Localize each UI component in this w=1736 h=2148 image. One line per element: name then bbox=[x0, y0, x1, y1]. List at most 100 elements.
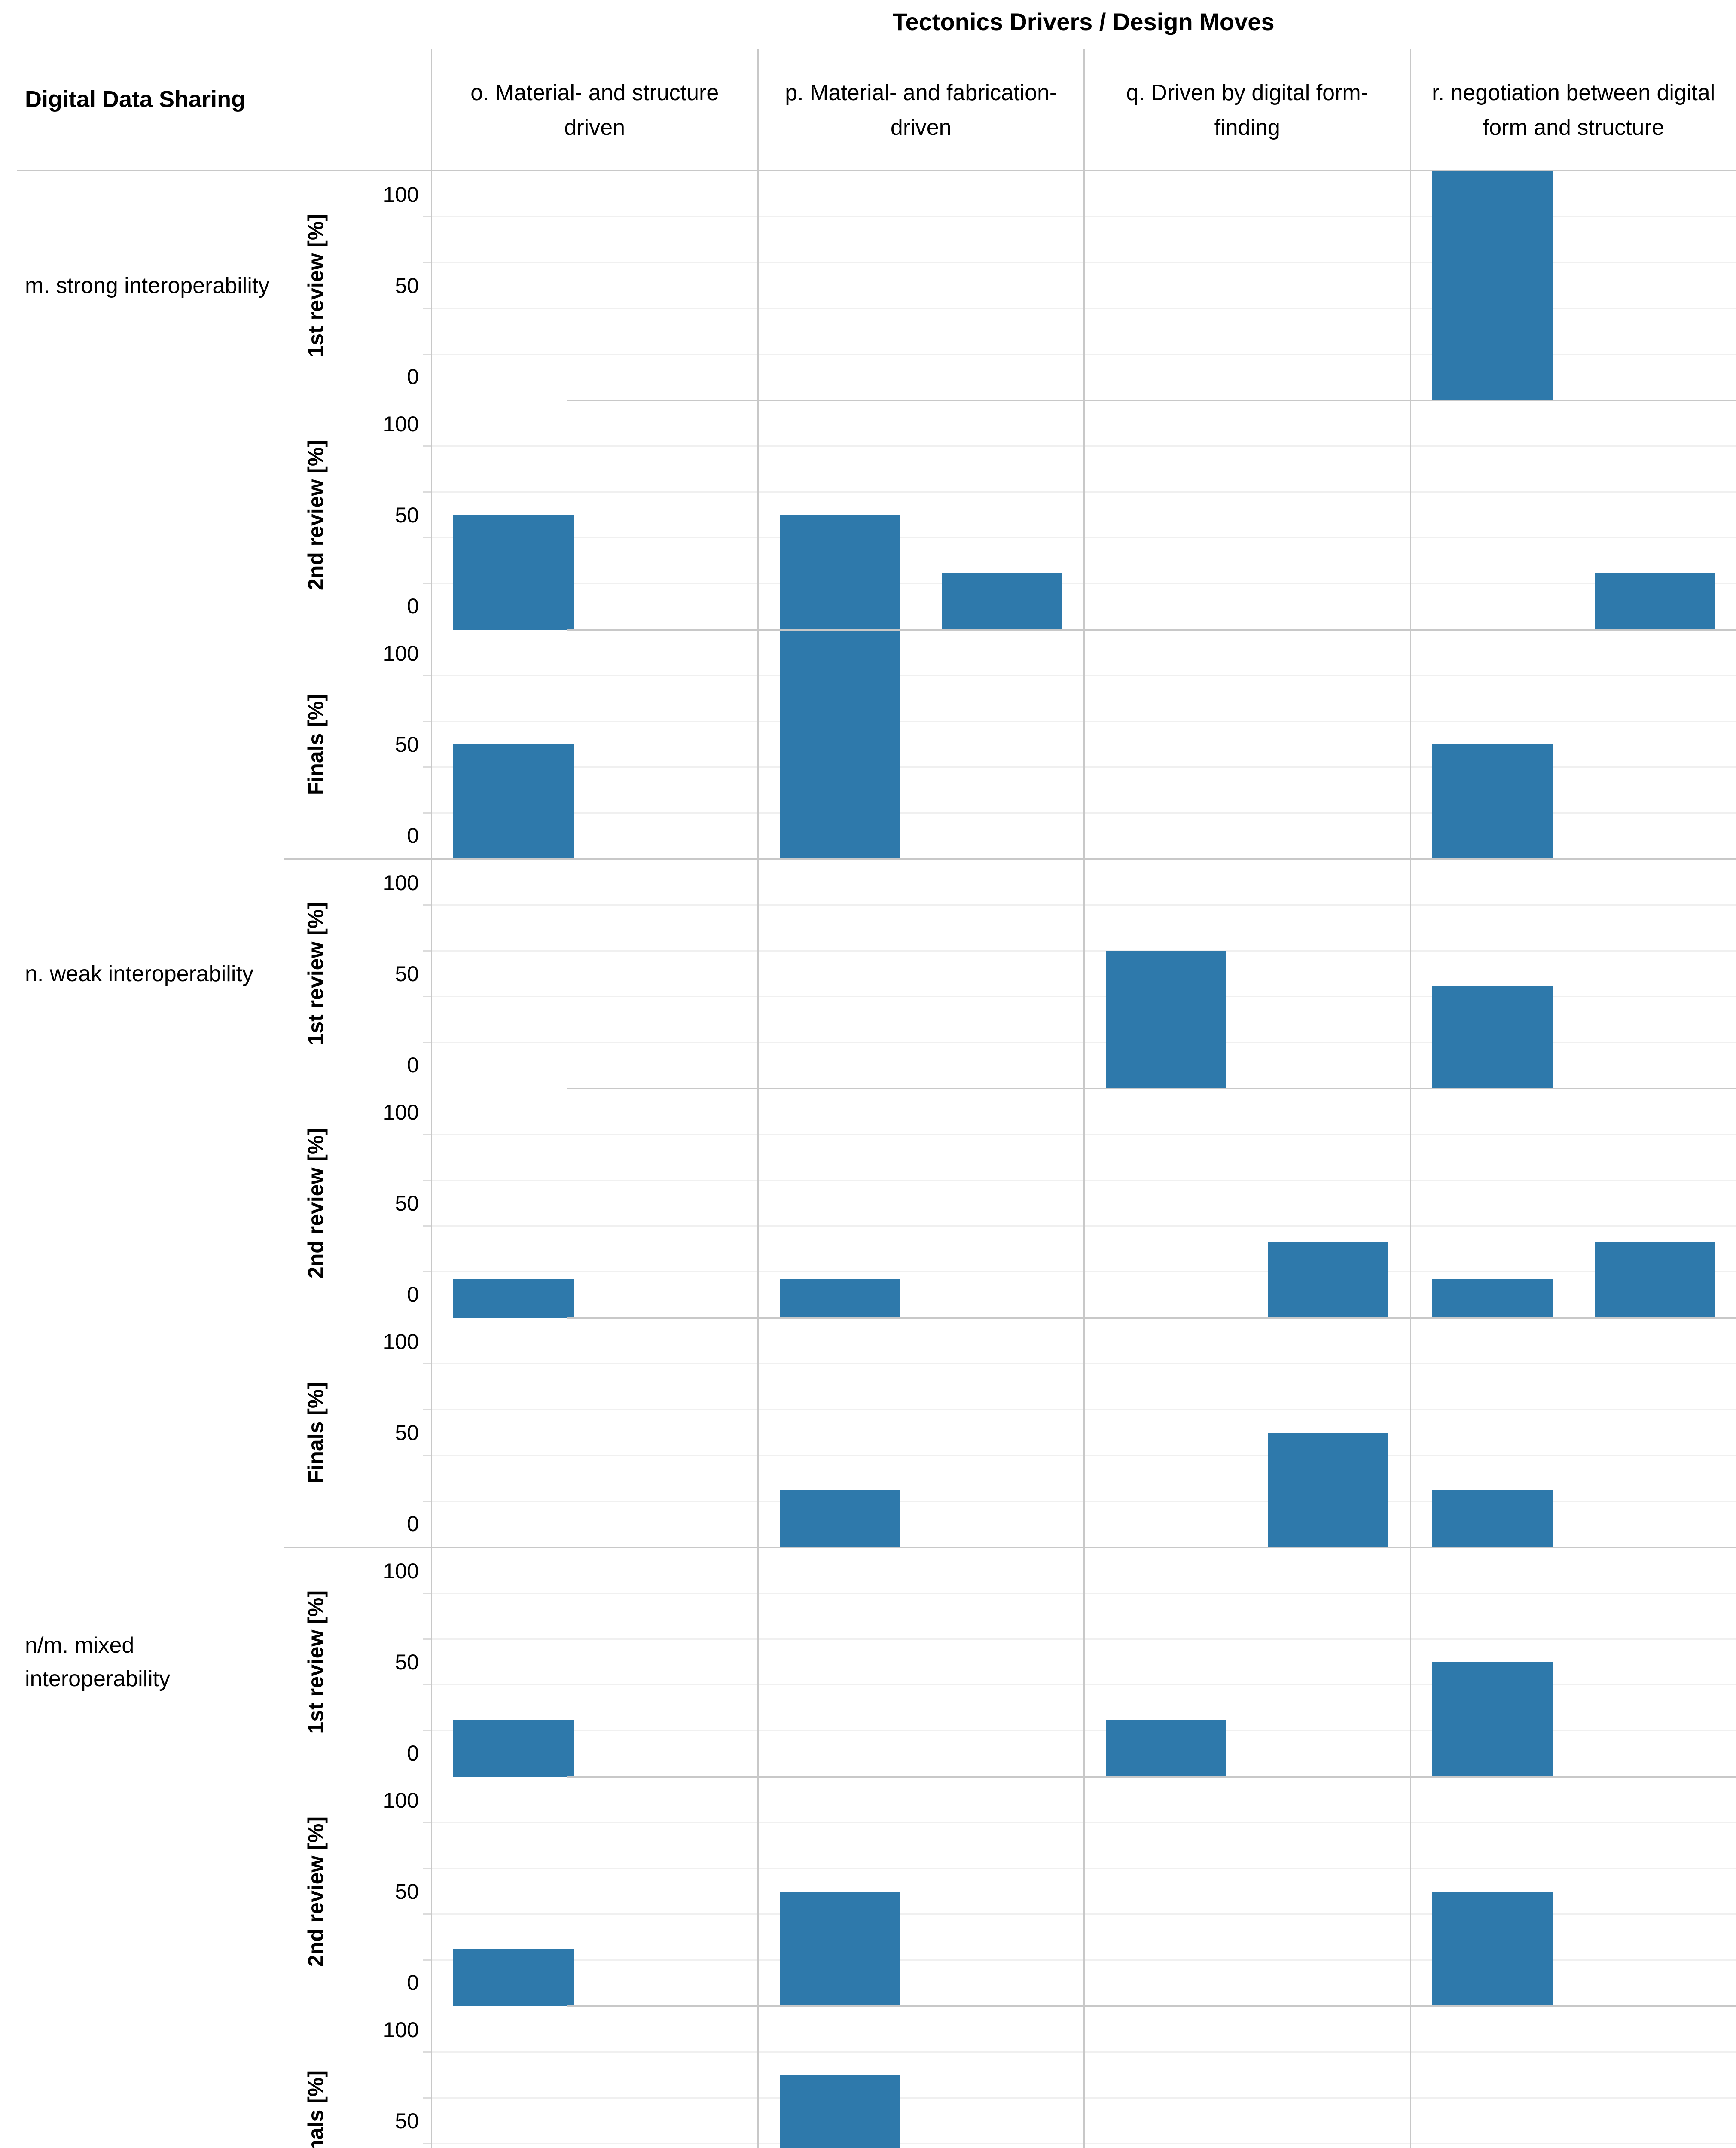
bar-radical-design-shifts[interactable] bbox=[1268, 1242, 1389, 1318]
gridline bbox=[1085, 583, 1410, 585]
facet-cell-o bbox=[431, 859, 757, 1089]
row-group-label-column: m. strong interoperability bbox=[0, 171, 284, 859]
facet-band: 2nd review [%] 100 50 0 bbox=[284, 1089, 1736, 1319]
gridline bbox=[758, 2051, 1083, 2053]
bar-small-increments[interactable] bbox=[1432, 985, 1553, 1089]
gridline bbox=[432, 262, 757, 263]
y-tick-label: 50 bbox=[395, 1880, 419, 1904]
y-axis-title-column: 1st review [%] bbox=[284, 171, 348, 400]
bar-radical-design-shifts[interactable] bbox=[1268, 1433, 1389, 1547]
gridline bbox=[758, 308, 1083, 309]
y-tick-mark bbox=[423, 996, 431, 998]
gridline bbox=[758, 491, 1083, 493]
y-tick-label: 50 bbox=[395, 2109, 419, 2133]
bar-small-increments[interactable] bbox=[779, 515, 900, 630]
facet-cell-q bbox=[1083, 2006, 1410, 2148]
y-tick-label: 0 bbox=[407, 1512, 419, 1536]
gridline bbox=[1085, 720, 1410, 722]
y-axis-title: 1st review [%] bbox=[304, 1590, 328, 1734]
bar-small-increments[interactable] bbox=[1432, 171, 1553, 400]
bar-small-increments[interactable] bbox=[453, 1719, 574, 1777]
gridline bbox=[1411, 720, 1736, 722]
bar-small-increments[interactable] bbox=[453, 1279, 574, 1318]
gridline bbox=[432, 1730, 757, 1732]
bar-small-increments[interactable] bbox=[453, 515, 574, 630]
bar-small-increments[interactable] bbox=[779, 1490, 900, 1547]
gridline bbox=[1411, 1271, 1736, 1273]
gridline bbox=[1411, 1913, 1736, 1915]
gridline bbox=[1411, 950, 1736, 952]
bar-radical-design-shifts[interactable] bbox=[942, 572, 1062, 630]
header: Digital Data Sharing Tectonics Drivers /… bbox=[0, 0, 1736, 171]
y-axis-title: 2nd review [%] bbox=[304, 1128, 328, 1279]
bar-small-increments[interactable] bbox=[1432, 744, 1553, 859]
chart-title: Tectonics Drivers / Design Moves bbox=[892, 8, 1275, 35]
gridline bbox=[758, 537, 1083, 539]
bar-small-increments[interactable] bbox=[779, 630, 900, 859]
header-right: Tectonics Drivers / Design Moves o. Mate… bbox=[431, 0, 1736, 171]
gridline bbox=[432, 1684, 757, 1686]
gridline bbox=[1411, 1638, 1736, 1640]
facet-cells bbox=[431, 1777, 1736, 2006]
bar-small-increments[interactable] bbox=[1432, 1662, 1553, 1777]
gridline bbox=[1411, 1363, 1736, 1364]
bar-radical-design-shifts[interactable] bbox=[1594, 572, 1715, 630]
row-dimension-title: Digital Data Sharing bbox=[25, 86, 246, 112]
gridline bbox=[1411, 216, 1736, 217]
row-group: m. strong interoperability 1st review [%]… bbox=[0, 171, 1736, 860]
gridline bbox=[432, 1959, 757, 1961]
y-tick-label: 0 bbox=[407, 824, 419, 848]
y-axis-title: Finals [%] bbox=[304, 1382, 328, 1484]
gridline bbox=[758, 1822, 1083, 1823]
gridline bbox=[1411, 674, 1736, 676]
gridline bbox=[758, 766, 1083, 768]
y-axis-title: Finals [%] bbox=[304, 693, 328, 796]
gridline bbox=[1085, 1409, 1410, 1410]
bar-radical-design-shifts[interactable] bbox=[1594, 1242, 1715, 1318]
facet-cells bbox=[431, 400, 1736, 630]
bar-small-increments[interactable] bbox=[1106, 1719, 1226, 1777]
y-tick-mark bbox=[423, 1455, 431, 1456]
y-tick-mark bbox=[423, 1363, 431, 1364]
gridline bbox=[758, 1501, 1083, 1502]
bar-small-increments[interactable] bbox=[779, 1892, 900, 2006]
band-divider bbox=[567, 1776, 1736, 1778]
facet-cells bbox=[431, 630, 1736, 859]
bar-small-increments[interactable] bbox=[453, 1949, 574, 2006]
bar-small-increments[interactable] bbox=[453, 744, 574, 859]
gridline bbox=[432, 1913, 757, 1915]
gridline bbox=[1411, 2097, 1736, 2099]
gridline bbox=[1411, 1042, 1736, 1043]
bar-small-increments[interactable] bbox=[1106, 951, 1226, 1089]
facet-grid: m. strong interoperability 1st review [%]… bbox=[0, 171, 1736, 2148]
bar-small-increments[interactable] bbox=[779, 2075, 900, 2148]
row-group-bands: 1st review [%] 100 50 0 2nd review [%] 100 50 0… bbox=[284, 1547, 1736, 2148]
gridline bbox=[1085, 2097, 1410, 2099]
y-axis-title-column: 2nd review [%] bbox=[284, 400, 348, 630]
facet-cell-q bbox=[1083, 1777, 1410, 2006]
gridline bbox=[758, 674, 1083, 676]
bar-small-increments[interactable] bbox=[1432, 1892, 1553, 2006]
band-divider bbox=[567, 629, 1736, 631]
gridline bbox=[758, 583, 1083, 585]
gridline bbox=[1085, 1501, 1410, 1502]
gridline bbox=[1085, 904, 1410, 906]
gridline bbox=[758, 1409, 1083, 1410]
facet-cell-q bbox=[1083, 859, 1410, 1089]
facet-cell-o bbox=[431, 2006, 757, 2148]
y-axis-title-column: 2nd review [%] bbox=[284, 1089, 348, 1318]
gridline bbox=[758, 1133, 1083, 1135]
bar-small-increments[interactable] bbox=[1432, 1490, 1553, 1547]
bar-small-increments[interactable] bbox=[779, 1279, 900, 1318]
gridline bbox=[1085, 491, 1410, 493]
gridline bbox=[1411, 1455, 1736, 1456]
y-axis-title-column: Finals [%] bbox=[284, 1318, 348, 1547]
y-axis-title-column: Finals [%] bbox=[284, 2006, 348, 2148]
gridline bbox=[1411, 308, 1736, 309]
bar-small-increments[interactable] bbox=[1432, 1279, 1553, 1318]
y-tick-mark bbox=[423, 1684, 431, 1686]
y-tick-label: 100 bbox=[383, 641, 419, 665]
facet-cell-r bbox=[1410, 1318, 1736, 1547]
